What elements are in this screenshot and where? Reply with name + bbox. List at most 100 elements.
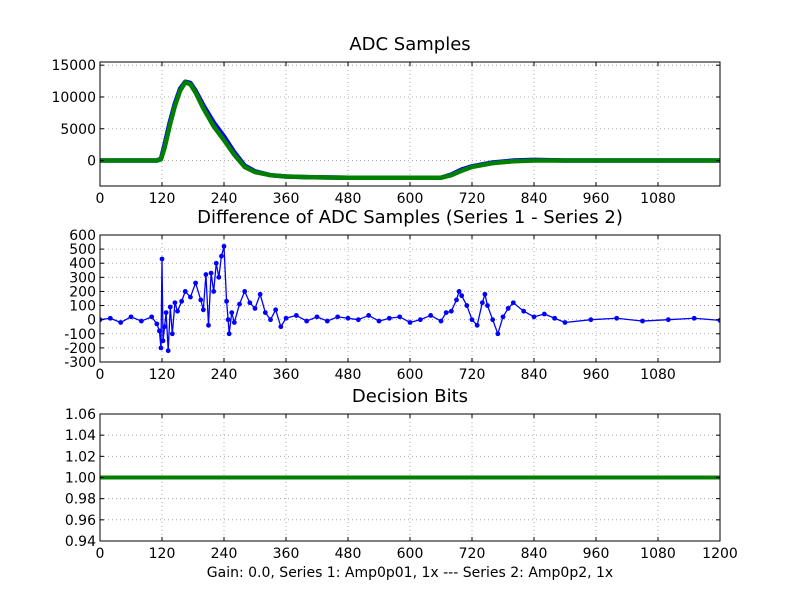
series-point (521, 308, 527, 314)
series-point (198, 297, 204, 303)
x-tick-label: 720 (459, 546, 486, 562)
x-tick-label: 960 (583, 546, 610, 562)
y-tick-label: 0 (87, 313, 96, 329)
series-point (335, 314, 341, 320)
series-point (485, 303, 490, 308)
y-tick-label: 10000 (51, 90, 96, 106)
x-tick-label: 840 (521, 546, 548, 562)
series-point (169, 331, 175, 337)
series-point (417, 317, 423, 323)
series-point (128, 314, 134, 320)
plot-2: 0 120 240 360 480 600 720 840 960 1080 -300-200-10… (64, 207, 721, 383)
y-tick-label: 1.00 (65, 471, 96, 487)
series-point (495, 331, 501, 337)
x-tick-label: 1080 (640, 367, 676, 383)
y-tick-label: -100 (64, 327, 96, 343)
series-point (464, 303, 470, 308)
series-point (167, 304, 173, 310)
series-point (206, 322, 211, 328)
y-tick-label: 400 (69, 256, 96, 272)
x-tick-label: 840 (521, 367, 548, 383)
plot-1: 0 120 240 360 480 600 720 840 960 1080 0 5000 10000 1… (51, 34, 721, 207)
series-point (469, 317, 475, 323)
series-point (588, 317, 594, 323)
y-tick-label: 300 (69, 270, 96, 286)
series-point (107, 315, 113, 321)
series-point (500, 314, 506, 320)
series-point (203, 272, 209, 277)
series-point (376, 318, 382, 324)
series-point (159, 256, 165, 262)
series-point (355, 317, 361, 323)
x-tick-label: 240 (211, 367, 238, 383)
series-point (200, 307, 206, 313)
series-point (531, 314, 537, 320)
x-tick-label: 600 (397, 367, 424, 383)
series-point (179, 298, 185, 304)
series-point (225, 317, 231, 323)
series-point (407, 320, 413, 325)
series-point (366, 313, 372, 318)
x-tick-label: 120 (149, 546, 176, 562)
x-tick-label: 1080 (640, 546, 676, 562)
series-point (160, 338, 166, 344)
x-tick-label: 720 (459, 367, 486, 383)
series-point (211, 289, 217, 294)
series-point (231, 320, 237, 325)
series-point (278, 324, 284, 330)
series-point (165, 348, 171, 354)
y-tick-label: 15000 (51, 58, 96, 74)
series-point (304, 318, 310, 324)
x-tick-label: 720 (459, 191, 486, 207)
series-point (257, 291, 263, 297)
plot-3: 0 120 240 360 480 600 720 840 960 1080 1200 0.94 0.9… (65, 386, 738, 562)
series-point (262, 310, 268, 316)
series-point (273, 307, 279, 313)
series-point (482, 291, 488, 297)
series-point (479, 300, 485, 306)
y-tick-label: 500 (69, 242, 96, 258)
series-point (510, 300, 516, 306)
series-point (456, 289, 462, 294)
plot-title: Difference of ADC Samples (Series 1 - Se… (197, 207, 623, 228)
series-point (665, 317, 671, 323)
series-point (541, 311, 547, 317)
x-tick-label: 240 (211, 546, 238, 562)
x-tick-label: 240 (211, 191, 238, 207)
series-point (691, 315, 697, 321)
x-tick-label: 480 (335, 546, 362, 562)
y-tick-label: 0 (87, 154, 96, 170)
series-point (247, 300, 253, 306)
series-point (158, 345, 164, 351)
series-point (474, 322, 480, 328)
series-point (188, 294, 193, 300)
series-point (454, 297, 459, 303)
series-point (345, 315, 351, 321)
series-point (226, 331, 232, 337)
y-tick-label: 100 (69, 299, 96, 315)
x-tick-label: 960 (583, 367, 610, 383)
series-point (242, 289, 248, 294)
footer-caption: Gain: 0.0, Series 1: Amp0p01, 1x --- Ser… (207, 565, 613, 581)
series-point (459, 293, 465, 299)
series-point (283, 315, 289, 321)
series-point (154, 321, 160, 327)
series-point (640, 318, 645, 324)
series-point (252, 305, 258, 311)
x-tick-label: 600 (397, 546, 424, 562)
series-point (448, 308, 454, 314)
series-point (224, 298, 229, 304)
y-tick-label: 0.94 (65, 534, 96, 550)
series-point (552, 315, 558, 321)
series-point (229, 310, 235, 316)
series-point (438, 318, 444, 324)
series-point (386, 315, 392, 321)
x-tick-label: 600 (397, 191, 424, 207)
series-point (175, 308, 180, 314)
x-tick-label: 840 (521, 191, 548, 207)
x-tick-label: 120 (149, 191, 176, 207)
x-tick-label: 360 (273, 367, 300, 383)
series-point (314, 314, 320, 320)
